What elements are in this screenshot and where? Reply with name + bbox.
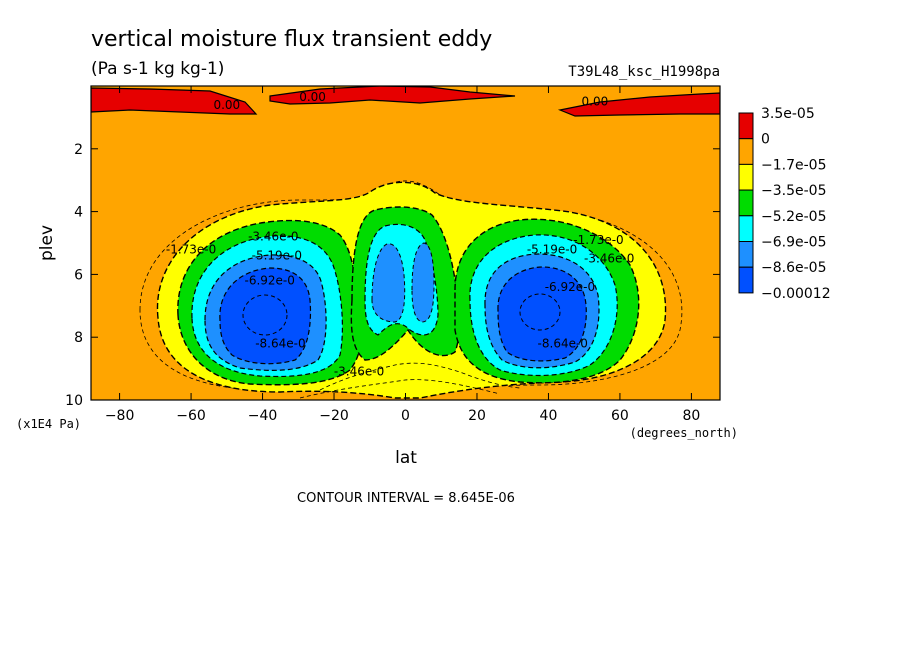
contour-bottom-1 xyxy=(319,362,521,391)
chart-units: (Pa s-1 kg kg-1) xyxy=(91,59,224,79)
contour-label: -3.46e-0 xyxy=(334,365,384,379)
y-tick-label: 10 xyxy=(65,393,83,409)
contour-label: -8.64e-0 xyxy=(538,336,588,350)
legend-level-label: −8.6e-05 xyxy=(761,260,826,276)
contour-label: 0.00 xyxy=(582,95,609,109)
legend-swatch xyxy=(738,189,754,217)
plot-area xyxy=(91,86,720,400)
x-unit-label: (degrees_north) xyxy=(630,426,738,440)
legend-level-label: 3.5e-05 xyxy=(761,106,815,122)
x-axis-label: lat xyxy=(395,448,417,468)
x-tick-label: 20 xyxy=(468,408,486,424)
blue-center-right xyxy=(411,242,435,323)
contour-interval: CONTOUR INTERVAL = 8.645E-06 xyxy=(297,491,515,506)
chart-title: vertical moisture flux transient eddy xyxy=(91,27,492,52)
x-tick-label: −60 xyxy=(176,408,206,424)
red-band-right xyxy=(557,92,720,117)
y-tick-label: 4 xyxy=(74,205,83,221)
y-axis-label: plev xyxy=(37,225,57,261)
y-tick-label: 8 xyxy=(74,330,83,346)
y-unit-label: (x1E4 Pa) xyxy=(16,417,81,431)
core-right-inner xyxy=(519,293,561,331)
legend-level-label: −3.5e-05 xyxy=(761,183,826,199)
x-tick-label: −20 xyxy=(319,408,349,424)
legend-level-label: −0.00012 xyxy=(761,286,831,302)
contour-bottom-2 xyxy=(299,379,501,399)
legend-swatch xyxy=(738,241,754,268)
contour-label: -8.64e-0 xyxy=(255,336,305,350)
contour-label: -1.73e-0 xyxy=(573,233,623,247)
legend-swatch xyxy=(738,138,754,165)
x-tick-label: 60 xyxy=(611,408,629,424)
contour-label: -6.92e-0 xyxy=(545,280,595,294)
x-axis: −80 −60 −40 −20 0 20 40 60 80 xyxy=(105,86,700,424)
legend-swatch xyxy=(738,266,754,294)
contour-labels: 0.00 0.00 0.00 -1.73e-0 -3.46e-0 -5.19e-0 -6.9… xyxy=(166,90,635,379)
legend-level-label: −6.9e-05 xyxy=(761,235,826,251)
contour-label: -3.46e-0 xyxy=(584,252,634,266)
legend-swatch xyxy=(738,112,754,140)
contour-label: -5.19e-0 xyxy=(527,242,577,256)
x-tick-label: 40 xyxy=(540,408,558,424)
x-tick-label: 80 xyxy=(682,408,700,424)
core-left xyxy=(219,267,312,365)
y-tick-label: 2 xyxy=(74,142,83,158)
contour-label: -5.19e-0 xyxy=(252,249,302,263)
legend-level-label: 0 xyxy=(761,132,770,148)
red-band-left xyxy=(91,87,258,115)
contour-label: -1.73e-0 xyxy=(166,242,216,256)
contour-label: 0.00 xyxy=(299,90,326,104)
legend-level-label: −5.2e-05 xyxy=(761,209,826,225)
contour-label: -6.92e-0 xyxy=(244,274,294,288)
blue-center-left xyxy=(371,243,406,323)
core-left-inner xyxy=(242,294,288,336)
legend-swatch xyxy=(738,215,754,243)
x-tick-label: −40 xyxy=(248,408,278,424)
core-right xyxy=(497,266,587,362)
red-band-center xyxy=(269,86,516,105)
color-legend: 3.5e-05 0 −1.7e-05 −3.5e-05 −5.2e-05 −6.9e-05… xyxy=(738,106,831,302)
y-axis: 2 4 6 8 10 xyxy=(65,142,720,409)
y-tick-label: 6 xyxy=(74,267,83,283)
contour-label: 0.00 xyxy=(213,98,240,112)
legend-level-label: −1.7e-05 xyxy=(761,157,826,173)
x-tick-label: 0 xyxy=(401,408,410,424)
run-label: T39L48_ksc_H1998pa xyxy=(568,64,720,80)
x-tick-label: −80 xyxy=(105,408,135,424)
legend-swatch xyxy=(738,163,754,191)
contour-label: -3.46e-0 xyxy=(248,230,298,244)
